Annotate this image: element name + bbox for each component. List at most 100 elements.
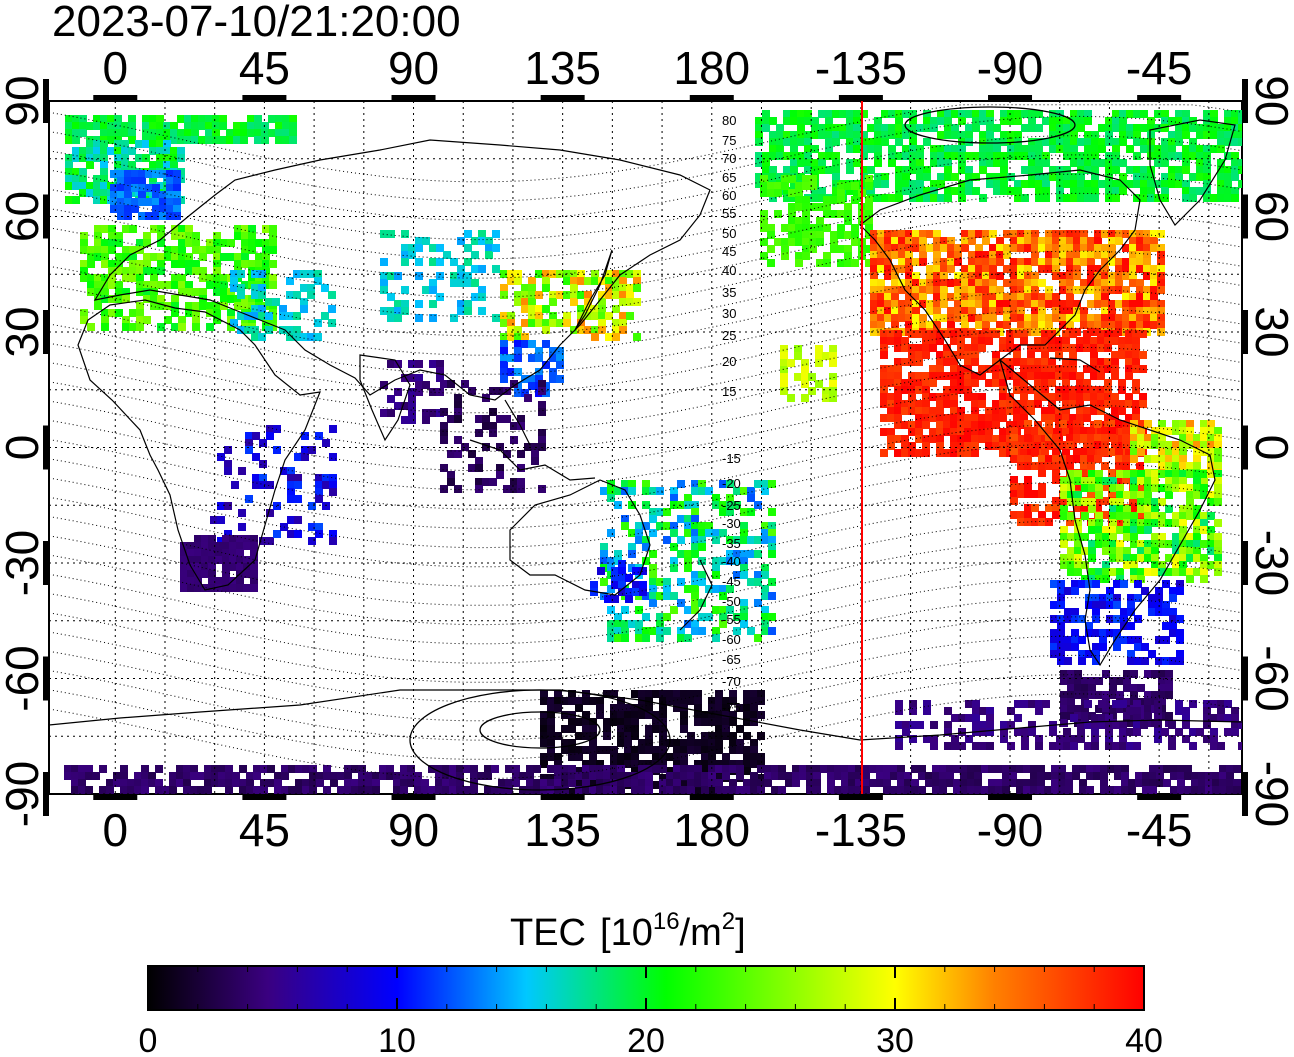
tec-cell xyxy=(329,425,337,433)
tec-cell xyxy=(415,388,423,396)
tec-cell xyxy=(787,359,795,367)
tec-cell xyxy=(1042,152,1050,160)
tec-cell xyxy=(1172,484,1180,492)
tec-cell xyxy=(1000,166,1008,174)
tec-cell xyxy=(884,307,892,315)
tec-cell xyxy=(926,300,934,308)
tec-cell xyxy=(1143,265,1151,273)
tec-cell xyxy=(611,567,619,575)
tec-cell xyxy=(1157,314,1165,322)
tec-cell xyxy=(755,173,763,181)
tec-cell xyxy=(1116,526,1124,534)
tec-cell xyxy=(1013,351,1021,359)
tec-cell xyxy=(1083,442,1091,450)
tec-cell xyxy=(823,224,831,232)
tec-cell xyxy=(1003,314,1011,322)
tec-cell xyxy=(1027,358,1035,366)
tec-cell xyxy=(600,487,608,495)
tec-cell xyxy=(1189,700,1197,708)
tec-cell xyxy=(171,295,179,303)
tec-cell xyxy=(982,300,990,308)
tec-cell xyxy=(222,584,230,592)
tec-cell xyxy=(788,231,796,239)
tec-cell xyxy=(940,286,948,294)
tec-cell xyxy=(266,425,274,433)
tec-cell xyxy=(394,300,402,308)
tec-cell xyxy=(1086,772,1094,780)
tec-cell xyxy=(915,351,923,359)
tec-cell xyxy=(570,277,578,285)
tec-cell xyxy=(108,239,116,247)
tec-cell xyxy=(776,173,784,181)
tec-cell xyxy=(315,474,323,482)
tec-cell xyxy=(1158,434,1166,442)
tec-cell xyxy=(894,344,902,352)
tec-cell xyxy=(143,253,151,261)
tec-cell xyxy=(1177,779,1185,787)
tec-cell xyxy=(386,765,394,773)
tec-cell xyxy=(1212,772,1220,780)
tec-cell xyxy=(330,779,338,787)
tec-cell xyxy=(929,330,937,338)
tec-cell xyxy=(870,321,878,329)
tec-cell xyxy=(992,351,1000,359)
tec-cell xyxy=(561,725,569,733)
tec-cell xyxy=(774,182,782,190)
tec-cell xyxy=(1000,721,1008,729)
tec-cell xyxy=(755,152,763,160)
tec-cell xyxy=(1097,330,1105,338)
tec-cell xyxy=(638,711,646,719)
tec-cell xyxy=(1161,187,1169,195)
tec-cell xyxy=(1168,166,1176,174)
tec-cell xyxy=(142,129,150,137)
tec-cell xyxy=(528,319,536,327)
tec-cell xyxy=(1101,286,1109,294)
tec-cell xyxy=(1179,470,1187,478)
tec-cell xyxy=(1057,580,1065,588)
tec-cell xyxy=(895,735,903,743)
tec-cell xyxy=(1035,124,1043,132)
tec-cell xyxy=(1105,131,1113,139)
tec-cell xyxy=(220,274,228,282)
tec-cell xyxy=(589,746,597,754)
tec-cell xyxy=(220,239,228,247)
tec-cell xyxy=(408,388,416,396)
tec-cell xyxy=(1217,707,1225,715)
tec-cell xyxy=(269,246,277,254)
tec-cell xyxy=(1116,677,1124,685)
tec-cell xyxy=(912,258,920,266)
tec-cell xyxy=(1017,244,1025,252)
tec-cell xyxy=(507,326,515,334)
tec-cell xyxy=(500,347,508,355)
tec-cell xyxy=(788,238,796,246)
tec-cell xyxy=(1196,187,1204,195)
tec-cell xyxy=(628,487,636,495)
tec-cell xyxy=(237,326,245,334)
tec-cell xyxy=(1013,379,1021,387)
tec-cell xyxy=(804,166,812,174)
tec-cell xyxy=(187,549,195,557)
tec-cell xyxy=(887,330,895,338)
tec-cell xyxy=(387,314,395,322)
tec-cell xyxy=(1067,547,1075,555)
tec-cell xyxy=(464,258,472,266)
tec-cell xyxy=(124,198,132,206)
tec-cell xyxy=(904,779,912,787)
tec-cell xyxy=(1069,400,1077,408)
tec-cell xyxy=(797,173,805,181)
tec-cell xyxy=(750,760,758,768)
tec-cell xyxy=(1020,358,1028,366)
tec-cell xyxy=(901,449,909,457)
tec-cell xyxy=(1090,351,1098,359)
tec-cell xyxy=(240,129,248,137)
tec-cell xyxy=(1058,765,1066,773)
tec-cell xyxy=(535,312,543,320)
tec-cell xyxy=(982,272,990,280)
tec-cell xyxy=(649,592,657,600)
tec-cell xyxy=(950,372,958,380)
tec-cell xyxy=(287,474,295,482)
tec-cell xyxy=(610,772,618,780)
tec-cell xyxy=(979,159,987,167)
tec-cell xyxy=(1144,519,1152,527)
tec-cell xyxy=(1172,512,1180,520)
